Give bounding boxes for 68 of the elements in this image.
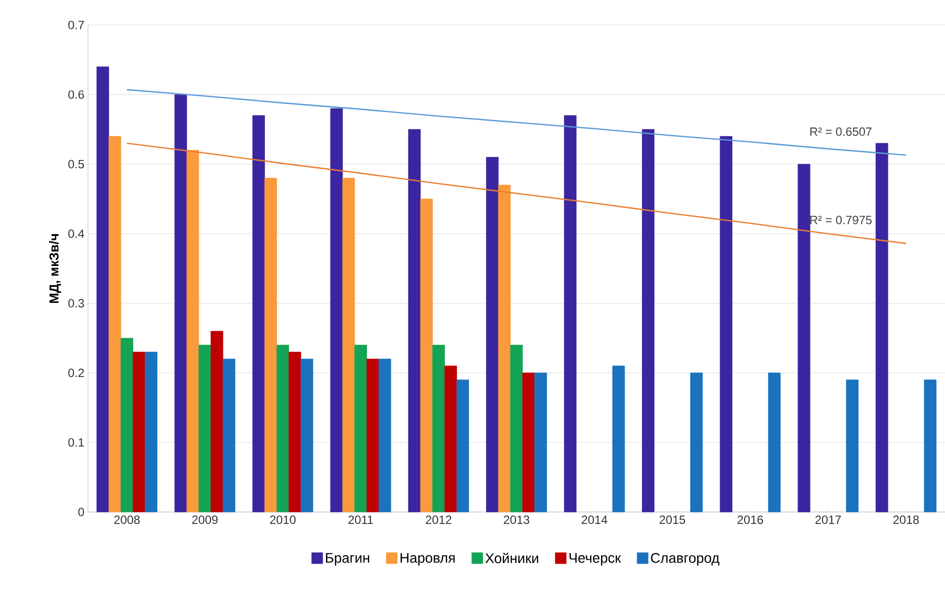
bar	[798, 164, 810, 512]
legend-label: Чечерск	[570, 553, 621, 566]
x-tick-label: 2008	[114, 516, 140, 524]
bar	[690, 372, 703, 512]
legend-label: Хойники	[485, 552, 538, 564]
y-tick-label: 0.7	[68, 20, 84, 30]
bar	[642, 129, 654, 512]
bar	[210, 330, 224, 512]
y-tick-label: 0.3	[68, 299, 84, 308]
bar	[498, 184, 511, 512]
x-tick-label: 2009	[192, 516, 218, 524]
bar	[612, 366, 625, 512]
bar	[288, 352, 302, 512]
bar	[342, 178, 355, 512]
bar	[108, 136, 122, 512]
bar	[768, 372, 781, 512]
y-axis-title: МД, мкЗв/ч	[49, 234, 62, 303]
legend-label: Брагин	[326, 553, 370, 566]
bar	[924, 380, 936, 512]
bar	[198, 344, 212, 512]
y-tick-label: 0.2	[68, 368, 84, 378]
legend-label: Славгород	[650, 553, 720, 566]
bar	[876, 143, 888, 512]
bar	[486, 156, 499, 512]
bar	[522, 372, 535, 512]
bar	[174, 94, 187, 512]
x-tick-label: 2013	[504, 516, 530, 524]
line-series	[126, 142, 907, 244]
bar	[456, 380, 469, 512]
x-tick-label: 2011	[348, 516, 373, 524]
y-tick-label: 0.6	[68, 90, 84, 99]
bar	[420, 198, 433, 512]
bar	[252, 115, 265, 512]
bar	[144, 352, 158, 512]
bar	[534, 372, 547, 512]
x-tick-label: 2012	[426, 516, 452, 524]
bar	[132, 352, 146, 512]
bar	[276, 344, 290, 512]
bar	[408, 129, 421, 512]
bar	[300, 358, 314, 512]
bar	[846, 380, 859, 512]
bar	[432, 344, 445, 512]
annotation: R² = 0.6507	[810, 127, 872, 136]
x-tick-label: 2018	[893, 516, 919, 524]
x-tick-label: 2016	[738, 516, 764, 524]
bar	[186, 150, 200, 512]
bar	[720, 136, 732, 512]
legend-label: Наровля	[400, 553, 455, 566]
bar	[330, 108, 343, 512]
bar	[354, 344, 367, 512]
y-tick-label: 0.5	[68, 160, 84, 168]
bar	[510, 344, 523, 512]
line-series	[126, 89, 907, 156]
bar	[222, 358, 236, 512]
bar	[96, 66, 110, 512]
y-tick-label: 0.1	[68, 438, 84, 447]
y-tick-label: 0	[78, 508, 84, 516]
bar	[378, 358, 392, 512]
bar	[444, 366, 457, 512]
bar	[264, 178, 277, 512]
bar	[366, 358, 379, 512]
y-tick-label: 0.4	[68, 229, 84, 238]
x-tick-label: 2014	[582, 516, 608, 524]
bar	[120, 338, 134, 512]
x-tick-label: 2010	[270, 516, 296, 524]
x-tick-label: 2015	[660, 516, 686, 524]
x-tick-label: 2017	[815, 516, 841, 524]
bar	[564, 115, 576, 512]
